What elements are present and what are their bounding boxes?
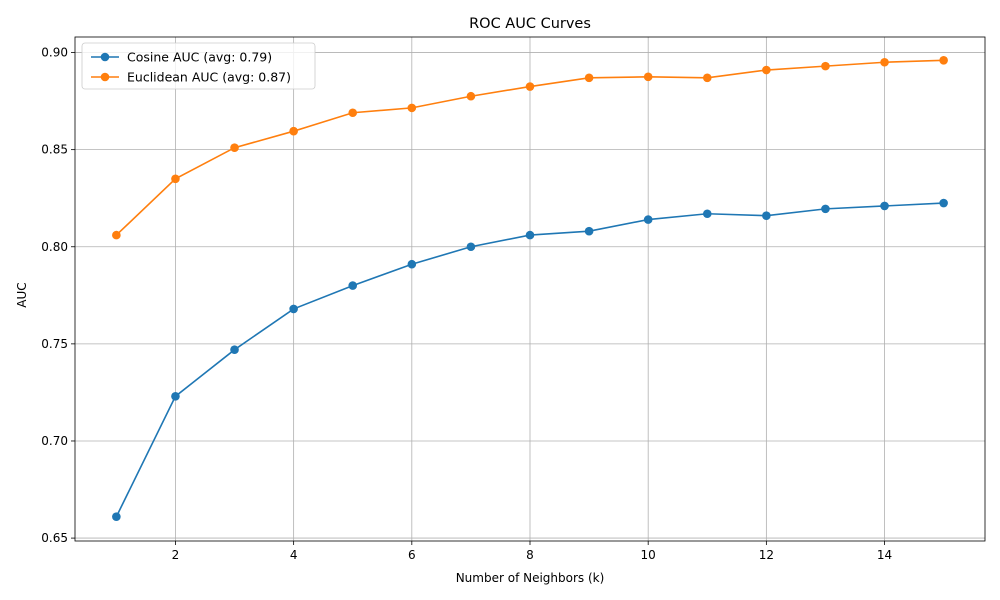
euclidean-point (643, 72, 653, 82)
y-tick-label: 0.85 (41, 143, 68, 157)
legend-marker-cosine (100, 52, 110, 62)
legend-box (81, 42, 316, 90)
cosine-point (762, 211, 771, 220)
cosine-point (230, 345, 239, 354)
cosine-point (643, 215, 653, 224)
y-tick-label: 0.75 (41, 337, 68, 351)
cosine-point (880, 201, 889, 211)
y-tick-label: 0.90 (41, 46, 68, 60)
euclidean-point (584, 73, 594, 83)
x-axis-label: Number of Neighbors (k) (456, 571, 605, 585)
chart-title: ROC AUC Curves (469, 16, 591, 32)
cosine-point (584, 226, 594, 236)
legend-label-euclidean: Euclidean AUC (avg: 0.87) (127, 70, 291, 85)
y-tick-label: 0.65 (41, 531, 68, 545)
y-tick-label: 0.70 (41, 434, 68, 448)
x-tick-label: 2 (172, 548, 180, 562)
euclidean-point (466, 91, 476, 101)
x-tick-label: 8 (526, 548, 534, 562)
cosine-point (466, 242, 476, 252)
euclidean-point (762, 65, 771, 75)
x-tick-label: 14 (877, 548, 892, 562)
legend-label-cosine: Cosine AUC (avg: 0.79) (127, 50, 272, 65)
euclidean-point (407, 103, 417, 113)
cosine-point (702, 209, 712, 219)
euclidean-point (171, 174, 180, 184)
cosine-point (171, 392, 180, 401)
cosine-point (407, 259, 417, 269)
euclidean-point (289, 126, 298, 136)
cosine-point (821, 204, 830, 214)
legend: Cosine AUC (avg: 0.79) Euclidean AUC (avg… (81, 42, 316, 90)
grid (75, 37, 985, 541)
series-group (112, 56, 948, 522)
euclidean-point (880, 57, 889, 67)
euclidean-point (939, 56, 948, 65)
x-tick-label: 10 (641, 548, 656, 562)
x-tick-label: 12 (759, 548, 774, 562)
cosine-point (525, 230, 535, 240)
cosine-point (939, 198, 948, 208)
euclidean-point (230, 143, 239, 153)
y-axis-label: AUC (15, 282, 29, 307)
euclidean-point (525, 82, 535, 91)
y-tick-label: 0.80 (41, 240, 68, 254)
x-tick-label: 6 (408, 548, 416, 562)
legend-marker-euclidean (100, 72, 110, 82)
cosine-point (348, 281, 358, 290)
cosine-point (112, 512, 121, 522)
x-tick-label: 4 (290, 548, 298, 562)
euclidean-point (112, 230, 121, 240)
euclidean-point (702, 73, 712, 83)
ticks: 2 4 6 8 10 12 14 0.65 0.70 0.75 0.80 0.85 0.90 (41, 46, 892, 562)
euclidean-point (348, 108, 358, 118)
cosine-point (289, 304, 298, 314)
euclidean-point (821, 61, 830, 71)
